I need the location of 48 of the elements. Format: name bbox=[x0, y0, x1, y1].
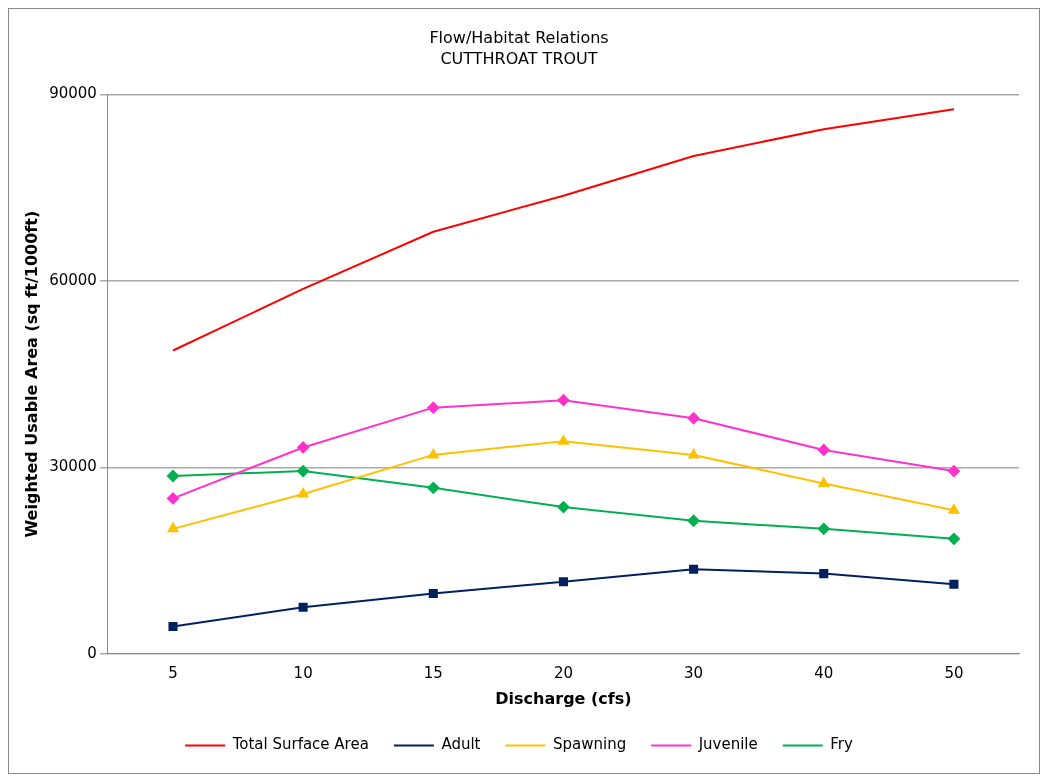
legend-label: Fry bbox=[830, 735, 853, 754]
x-tick-label: 5 bbox=[168, 663, 178, 682]
x-axis-title: Discharge (cfs) bbox=[495, 688, 632, 708]
legend-label: Spawning bbox=[552, 735, 627, 754]
point bbox=[947, 465, 960, 478]
point bbox=[558, 577, 568, 587]
point bbox=[819, 569, 829, 579]
chart-title: Flow/Habitat Relations bbox=[429, 27, 609, 47]
point bbox=[948, 504, 960, 514]
point bbox=[297, 465, 310, 478]
x-tick-label: 20 bbox=[553, 663, 574, 682]
point bbox=[687, 412, 700, 425]
point bbox=[949, 579, 959, 589]
x-tick-label: 50 bbox=[944, 663, 964, 682]
y-tick-label: 0 bbox=[87, 643, 97, 662]
point bbox=[687, 514, 700, 527]
y-tick-label: 90000 bbox=[49, 84, 97, 103]
point bbox=[818, 477, 830, 487]
x-tick-label: 40 bbox=[814, 663, 834, 682]
point bbox=[558, 435, 569, 445]
point bbox=[167, 470, 179, 483]
legend-label: Adult bbox=[441, 735, 481, 754]
point bbox=[428, 588, 438, 599]
point bbox=[817, 443, 830, 456]
y-tick-label: 60000 bbox=[49, 270, 97, 289]
legend-label: Juvenile bbox=[697, 735, 758, 754]
legend-label: Total Surface Area bbox=[231, 735, 369, 754]
point bbox=[427, 481, 440, 494]
point bbox=[817, 522, 830, 535]
y-axis-title: Weighted Usable Area (sq ft/1000ft) bbox=[21, 210, 41, 538]
point bbox=[688, 448, 699, 459]
point bbox=[557, 501, 570, 514]
point bbox=[689, 564, 699, 574]
x-tick-label: 15 bbox=[423, 663, 443, 682]
x-tick-label: 10 bbox=[293, 663, 313, 682]
point bbox=[427, 448, 439, 459]
point bbox=[168, 621, 178, 631]
point bbox=[298, 602, 308, 612]
point bbox=[167, 522, 179, 533]
point bbox=[167, 492, 179, 505]
point bbox=[297, 441, 310, 454]
point bbox=[557, 394, 570, 407]
point bbox=[427, 401, 440, 414]
point bbox=[297, 488, 309, 498]
chart-subtitle: CUTTHROAT TROUT bbox=[440, 48, 598, 68]
x-tick-label: 30 bbox=[684, 663, 704, 682]
y-tick-label: 30000 bbox=[49, 457, 97, 476]
point bbox=[947, 532, 960, 545]
